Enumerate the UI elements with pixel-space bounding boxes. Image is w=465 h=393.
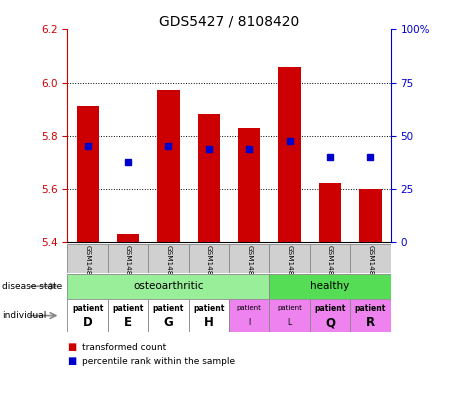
Text: GSM1487539: GSM1487539: [206, 245, 212, 294]
Bar: [77, 107, 99, 242]
Bar: [117, 234, 139, 242]
Text: GSM1487538: GSM1487538: [166, 245, 172, 294]
Bar: [319, 184, 341, 242]
Bar: [148, 244, 189, 273]
Bar: [350, 244, 391, 273]
Text: patient: patient: [355, 304, 386, 313]
Text: osteoarthritic: osteoarthritic: [133, 281, 204, 291]
Bar: [189, 244, 229, 273]
Text: patient: patient: [237, 305, 262, 312]
Text: ■: ■: [67, 342, 77, 353]
Text: GSM1487542: GSM1487542: [327, 245, 333, 294]
Bar: [279, 67, 301, 242]
Text: GSM1487543: GSM1487543: [367, 245, 373, 294]
Text: healthy: healthy: [310, 281, 350, 291]
Bar: [108, 244, 148, 273]
Bar: [310, 244, 350, 273]
Bar: [189, 299, 229, 332]
Text: H: H: [204, 316, 214, 329]
Text: GSM1487540: GSM1487540: [246, 245, 252, 294]
Bar: [269, 299, 310, 332]
Bar: [229, 244, 269, 273]
Bar: [269, 244, 310, 273]
Bar: [108, 299, 148, 332]
Bar: [148, 299, 189, 332]
Bar: [198, 114, 220, 242]
Bar: [350, 299, 391, 332]
Text: patient: patient: [277, 305, 302, 312]
Text: GSM1487537: GSM1487537: [125, 245, 131, 294]
Text: G: G: [164, 316, 173, 329]
Bar: [359, 189, 381, 242]
Text: I: I: [248, 318, 250, 327]
Text: individual: individual: [2, 311, 46, 320]
Text: D: D: [83, 316, 93, 329]
Bar: [67, 299, 108, 332]
Text: disease state: disease state: [2, 282, 63, 291]
Text: patient: patient: [193, 304, 225, 313]
Bar: [310, 299, 350, 332]
Bar: [157, 90, 179, 242]
Text: patient: patient: [72, 304, 103, 313]
Bar: [238, 128, 260, 242]
Text: E: E: [124, 316, 132, 329]
Bar: [269, 274, 391, 299]
Bar: [229, 299, 269, 332]
Text: patient: patient: [314, 304, 345, 313]
Text: L: L: [287, 318, 292, 327]
Text: patient: patient: [153, 304, 184, 313]
Bar: [67, 274, 269, 299]
Text: ■: ■: [67, 356, 77, 366]
Text: GSM1487541: GSM1487541: [286, 245, 292, 294]
Title: GDS5427 / 8108420: GDS5427 / 8108420: [159, 14, 299, 28]
Text: transformed count: transformed count: [82, 343, 166, 352]
Text: GSM1487536: GSM1487536: [85, 245, 91, 294]
Text: patient: patient: [113, 304, 144, 313]
Bar: [67, 244, 108, 273]
Text: percentile rank within the sample: percentile rank within the sample: [82, 357, 235, 365]
Text: Q: Q: [325, 316, 335, 329]
Text: R: R: [366, 316, 375, 329]
